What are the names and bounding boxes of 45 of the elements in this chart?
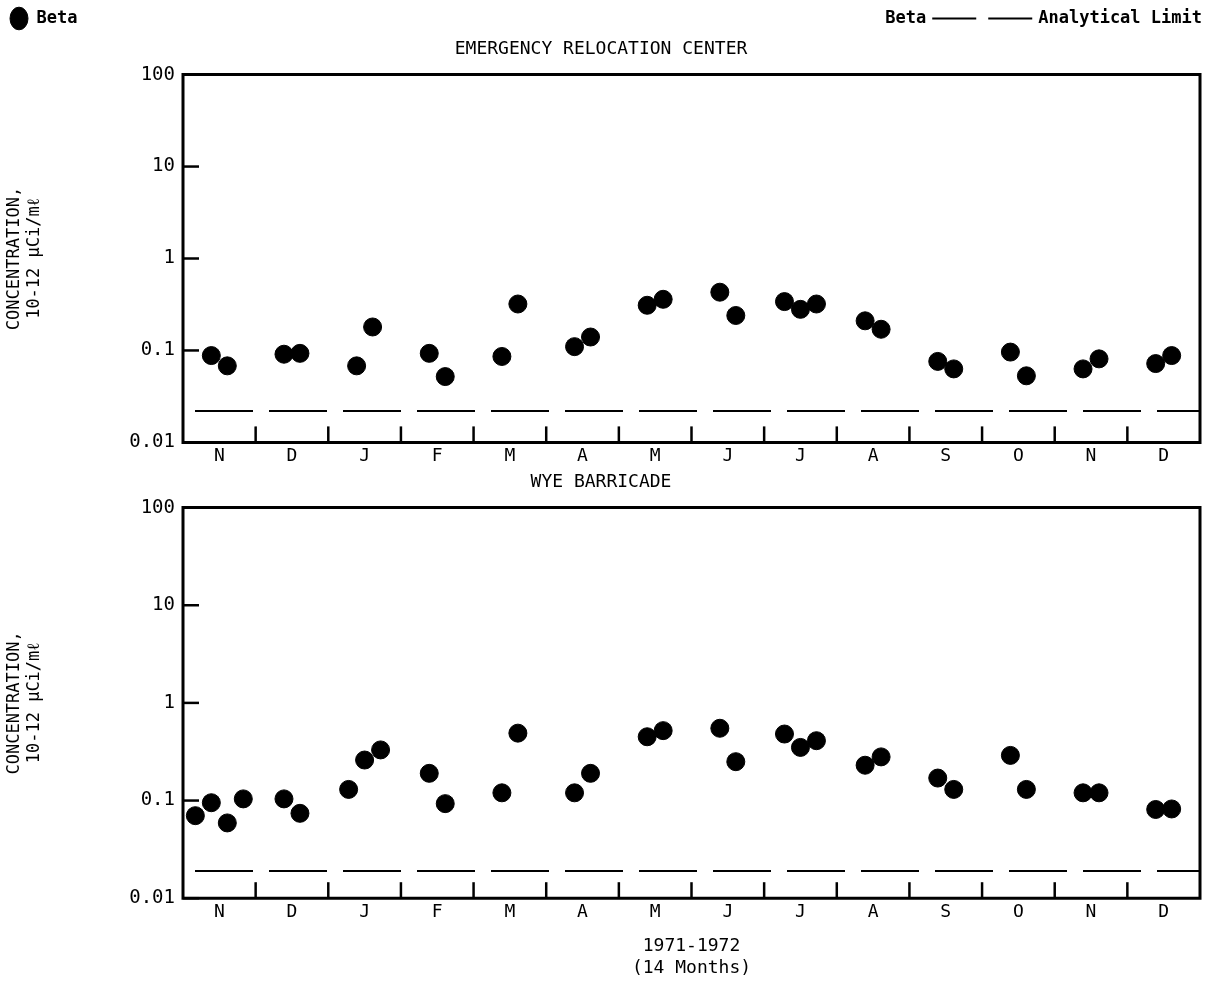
x-tick-label: J [359,443,371,465]
x-tick-label: F [431,443,443,465]
y-tick-label: 10 [152,153,175,176]
x-tick-label: D [1158,899,1170,921]
y-tick-label: 0.01 [129,429,175,452]
x-axis-title: 1971-1972 (14 Months) [631,934,752,977]
x-tick-label: A [577,443,589,465]
x-tick-label: S [940,899,952,921]
x-tick-label: N [1085,443,1097,465]
y-tick-label: 0.1 [140,787,175,810]
x-tick-label: D [286,899,298,921]
x-tick-label: J [722,443,734,465]
chart-title: EMERGENCY RELOCATION CENTER [454,37,748,59]
x-tick-label: M [504,899,516,921]
y-tick-label: 0.1 [140,337,175,360]
x-tick-label: D [1158,443,1170,465]
chart-title: WYE BARRICADE [530,470,672,492]
x-tick-label: J [795,899,806,921]
x-tick-label: A [577,899,589,921]
x-tick-label: M [504,443,516,465]
legend-label: Beta [36,6,78,27]
y-tick-label: 100 [140,494,175,517]
x-tick-label: J [795,443,806,465]
x-tick-label: A [867,899,879,921]
x-tick-label: N [1085,899,1097,921]
x-tick-label: J [722,899,734,921]
x-tick-label: J [359,899,371,921]
x-tick-label: F [431,899,443,921]
x-tick-label: D [286,443,298,465]
text: Beta Analytical Limit [885,6,1203,27]
x-tick-label: O [1012,443,1024,465]
x-tick-label: O [1012,899,1024,921]
y-axis-title: CONCENTRATION, 10-12 µCi/mℓ [2,631,44,775]
x-tick-label: N [213,899,225,921]
x-tick-label: M [649,443,661,465]
x-tick-label: A [867,443,879,465]
x-tick-label: S [940,443,952,465]
y-tick-label: 0.01 [129,885,175,908]
y-tick-label: 100 [140,61,175,84]
y-tick-label: 10 [152,592,175,615]
x-tick-label: N [213,443,225,465]
x-tick-label: M [649,899,661,921]
y-axis-title: CONCENTRATION, 10-12 µCi/mℓ [2,186,44,331]
y-tick-label: 1 [163,689,175,712]
y-tick-label: 1 [163,245,175,268]
